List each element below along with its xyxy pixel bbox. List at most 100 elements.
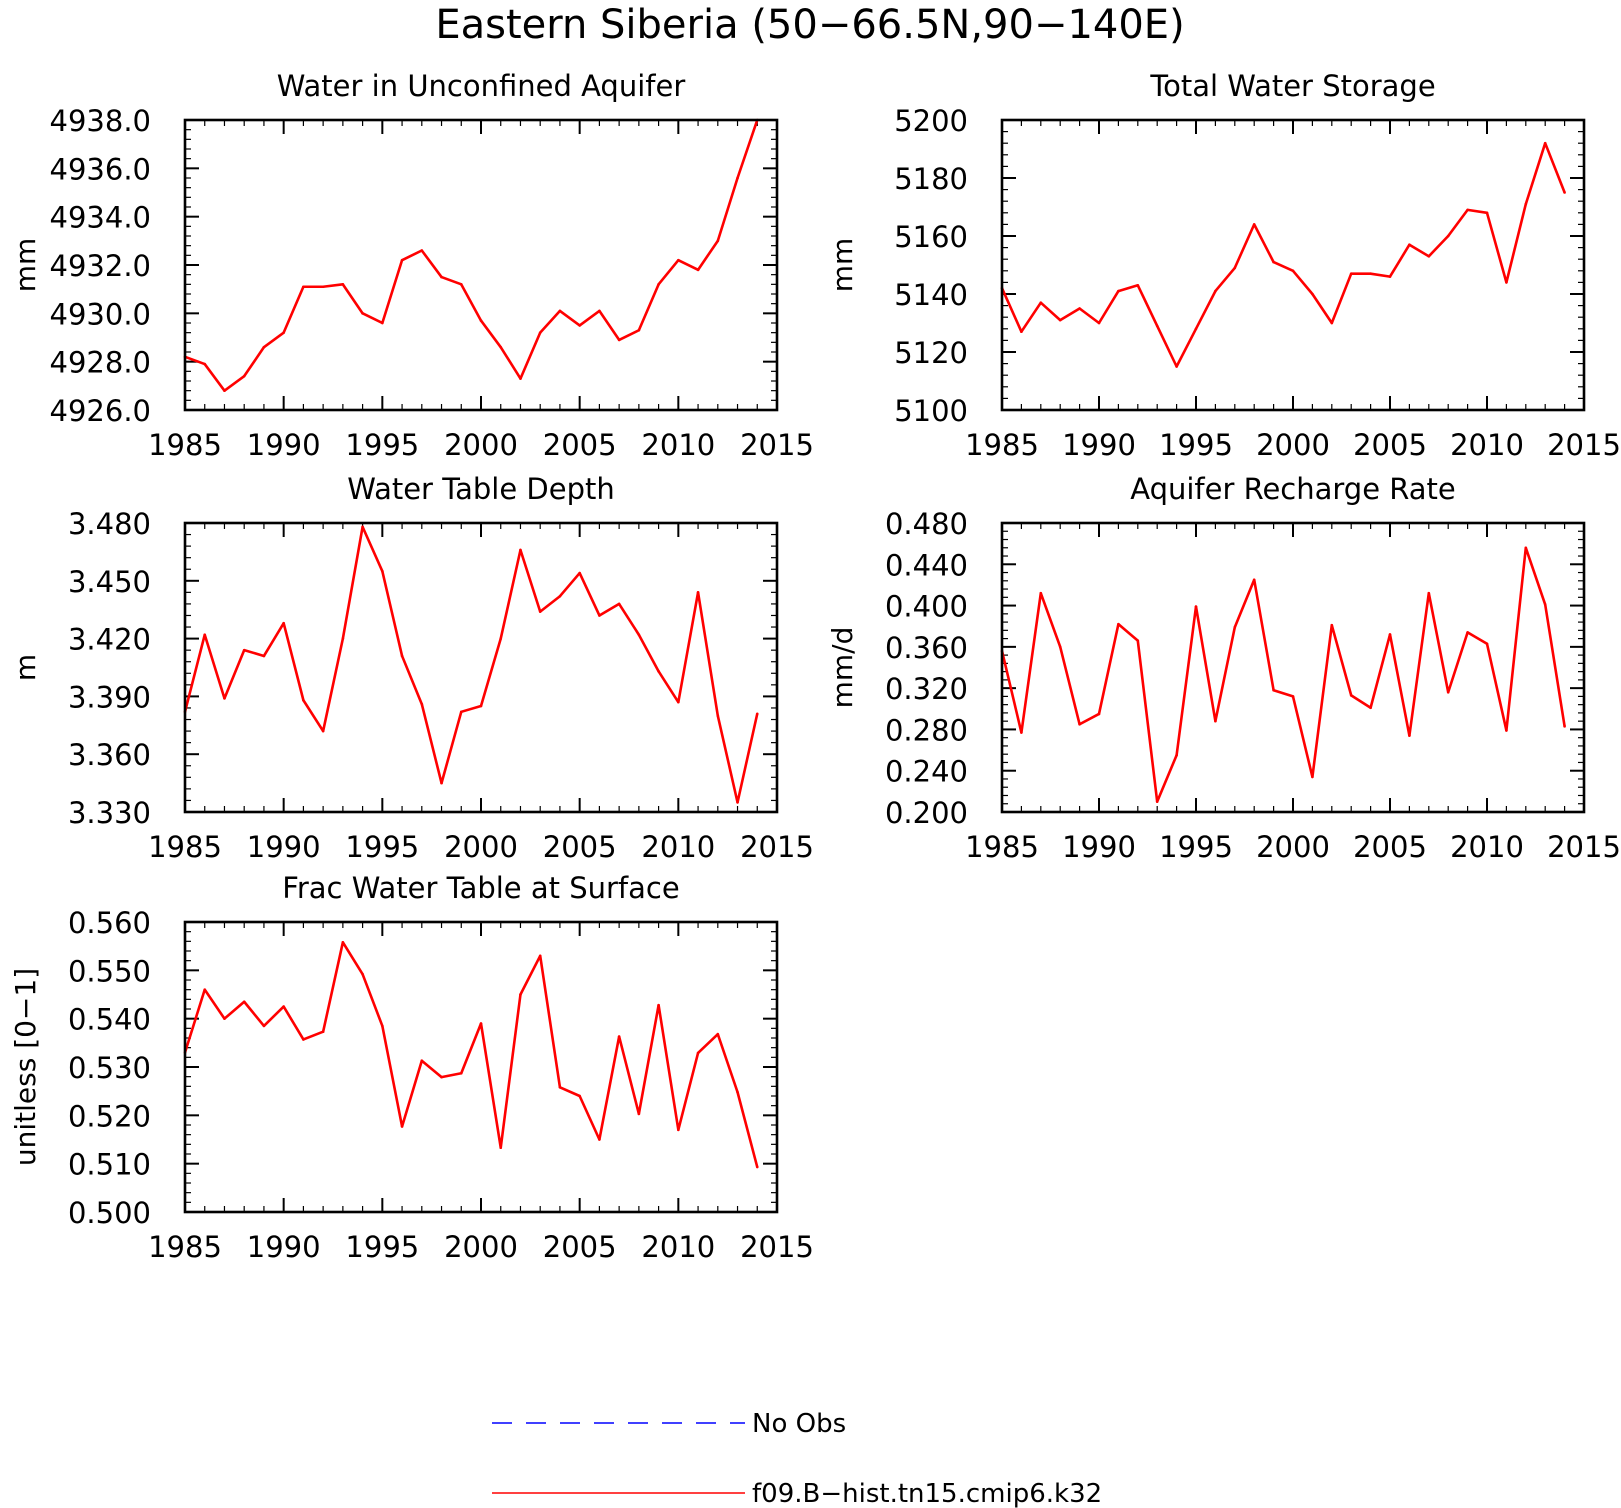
y-tick-label: 0.480 [885, 507, 968, 541]
data-point [558, 1086, 562, 1089]
data-point [538, 331, 542, 334]
data-point [736, 176, 739, 180]
data-point [578, 324, 581, 327]
data-point [1330, 623, 1334, 627]
data-point [1349, 272, 1353, 276]
data-point [617, 338, 621, 342]
data-point [459, 1071, 463, 1075]
data-point [1311, 292, 1314, 296]
plot-frame [183, 118, 779, 412]
legend-no-obs-label: No Obs [752, 1409, 846, 1439]
data-point [578, 571, 581, 575]
data-point [242, 374, 246, 378]
data-point [321, 285, 325, 289]
x-tick-label: 2015 [740, 428, 814, 462]
legend: No Obs f09.B−hist.tn15.cmip6.k32 [492, 1409, 1102, 1508]
data-point [716, 1032, 720, 1036]
data-point [1427, 591, 1431, 595]
data-point [1058, 645, 1062, 649]
data-point [479, 1022, 483, 1025]
data-point [598, 309, 601, 313]
data-point [1117, 289, 1120, 293]
data-point [459, 710, 463, 714]
data-point [617, 602, 621, 606]
data-point [558, 594, 562, 598]
data-point [1020, 731, 1023, 734]
data-point [657, 670, 660, 673]
x-tick-label: 2010 [641, 830, 715, 864]
data-point [538, 610, 542, 613]
y-tick-label: 5200 [894, 104, 968, 138]
data-point [420, 249, 424, 252]
plot-frame [183, 920, 779, 1214]
data-point [1078, 722, 1081, 726]
data-point [1388, 633, 1392, 636]
data-point [203, 362, 207, 366]
data-point [499, 345, 503, 349]
y-tick-label: 0.510 [68, 1148, 151, 1182]
data-point [1136, 284, 1140, 287]
data-point [716, 239, 720, 243]
data-point [1194, 605, 1198, 608]
x-tick-label: 1990 [247, 1230, 321, 1264]
data-point [1020, 330, 1023, 334]
data-point [440, 275, 443, 279]
data-point [696, 1051, 700, 1055]
data-point [1369, 706, 1372, 710]
data-point [381, 569, 384, 573]
x-tick-label: 2000 [444, 830, 518, 864]
data-point [1388, 275, 1392, 278]
data-point [657, 1003, 660, 1007]
data-point [696, 268, 700, 272]
y-tick-label: 4932.0 [50, 249, 151, 283]
x-tick-label: 2000 [444, 1230, 518, 1264]
data-point [479, 704, 483, 708]
x-tick-label: 2010 [1450, 428, 1524, 462]
y-tick-label: 4928.0 [50, 346, 151, 380]
data-point [223, 389, 226, 392]
data-point [242, 648, 246, 652]
x-tick-label: 1985 [965, 428, 1039, 462]
data-point [262, 1024, 266, 1028]
data-point [1524, 202, 1528, 206]
y-tick-label: 5180 [894, 162, 968, 196]
x-tick-label: 1990 [247, 830, 321, 864]
data-point [282, 331, 285, 334]
plot-frame [183, 521, 779, 814]
data-point [400, 654, 404, 658]
plot-frame [1000, 118, 1586, 412]
data-point [1078, 307, 1081, 310]
y-axis-label: unitless [0−1] [9, 968, 42, 1166]
x-tick-label: 1995 [345, 428, 419, 462]
data-point [677, 258, 680, 262]
data-point [677, 1128, 680, 1132]
data-point [1175, 365, 1178, 368]
panel-title: Water Table Depth [347, 472, 615, 506]
y-tick-label: 5140 [894, 278, 968, 312]
data-point [1155, 800, 1159, 803]
data-point [282, 1005, 285, 1008]
data-point [1543, 141, 1547, 145]
x-tick-label: 2005 [1353, 428, 1427, 462]
data-point [598, 614, 601, 617]
y-tick-label: 3.390 [68, 680, 151, 714]
data-point [321, 729, 325, 733]
data-point [400, 1125, 404, 1128]
x-tick-label: 2015 [740, 1230, 814, 1264]
x-tick-label: 1985 [148, 1230, 222, 1264]
panel-title: Water in Unconfined Aquifer [277, 69, 686, 103]
x-tick-label: 2015 [1547, 830, 1621, 864]
data-point [499, 637, 503, 640]
y-tick-label: 0.200 [885, 796, 968, 830]
data-point [1155, 324, 1159, 328]
series-line-0 [1000, 546, 1566, 803]
data-point [440, 781, 443, 785]
data-point [1311, 775, 1314, 779]
data-point [1466, 631, 1469, 634]
x-tick-label: 2000 [1256, 428, 1330, 462]
data-point [341, 283, 345, 286]
data-point [1524, 546, 1528, 550]
y-axis-label: mm [826, 238, 859, 293]
data-point [696, 591, 700, 594]
